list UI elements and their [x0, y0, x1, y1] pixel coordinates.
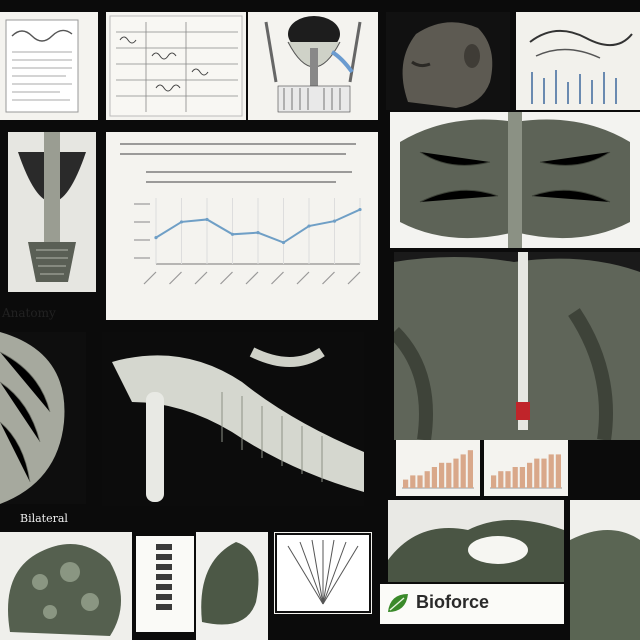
bar: [527, 462, 533, 488]
x-tick-mark: [194, 271, 208, 285]
data-point: [256, 231, 260, 235]
panel-organ-lobe: [196, 532, 268, 640]
panel-tissue-corner: [570, 500, 640, 640]
leaf-icon: [388, 594, 408, 612]
data-point: [154, 236, 158, 240]
x-tick-mark: [220, 271, 233, 285]
muscle-texture-illustration: [0, 332, 86, 504]
x-tick-mark: [322, 271, 335, 285]
bar: [417, 475, 423, 488]
data-point: [332, 219, 337, 223]
panel-paper-document: [0, 12, 98, 120]
data-point: [358, 207, 362, 212]
data-point: [307, 224, 311, 228]
text-lines-header: [120, 143, 356, 183]
data-point: [179, 220, 184, 224]
bar: [534, 458, 540, 488]
panel-bone-sketch: [516, 12, 640, 110]
neck-muscle-illustration: [394, 252, 640, 440]
bar: [446, 462, 452, 488]
panel-coral-tissue: [0, 532, 132, 640]
data-point: [281, 240, 286, 245]
skull-anatomy-illustration: [264, 16, 362, 113]
data-point: [205, 217, 209, 222]
bone-sketch-illustration: [516, 12, 640, 110]
nerve-structure-illustration: [102, 332, 364, 506]
x-tick-mark: [169, 271, 182, 285]
bar-chart-1-svg: [402, 450, 474, 489]
bar: [491, 475, 497, 488]
line-chart: [106, 190, 378, 320]
brand-caption: Bioforce: [416, 592, 490, 612]
vertebra-stack-illustration: [136, 536, 194, 632]
panel-muscle-texture: [0, 332, 86, 504]
bar: [410, 475, 416, 488]
bar: [519, 467, 525, 488]
x-tick-mark: [347, 271, 361, 285]
bottom-caption: Bilateral: [20, 512, 68, 525]
panel-brand-caption: Bioforce: [380, 584, 564, 624]
spine-column-illustration: [8, 132, 96, 292]
head-profile-illustration: [386, 12, 510, 110]
panel-bar-chart-2: [484, 440, 568, 496]
panel-feather-fan: [274, 532, 372, 614]
bar: [460, 454, 466, 488]
panel-handwritten-table: [106, 12, 246, 120]
panel-skull-anatomy: [248, 12, 378, 120]
x-tick-mark: [271, 271, 284, 285]
line-chart-svg: [134, 198, 362, 285]
bone-joint-illustration: [388, 500, 564, 582]
left-caption: Anatomy: [2, 306, 56, 320]
bar: [505, 471, 511, 488]
bar-chart-2-svg: [490, 454, 562, 489]
panel-bone-joint: [388, 500, 564, 582]
bar: [548, 454, 554, 488]
x-tick-mark: [296, 271, 310, 285]
organ-lobe-illustration: [196, 532, 268, 640]
panel-nerve-structure: [102, 332, 364, 506]
bar: [541, 458, 547, 488]
panel-spine-column: [8, 132, 96, 292]
feather-fan-illustration: [275, 533, 371, 613]
bar: [439, 462, 445, 488]
bar: [512, 467, 518, 488]
bar: [555, 454, 561, 488]
bar: [453, 458, 459, 488]
bar: [424, 471, 430, 488]
bar: [498, 471, 504, 488]
document-sketch-illustration: [5, 19, 79, 113]
data-point: [230, 232, 235, 236]
panel-neck-muscle: [394, 252, 640, 440]
x-tick-mark: [143, 271, 157, 285]
torso-3d-illustration: [390, 112, 640, 248]
tissue-corner-illustration: [570, 500, 640, 640]
panel-bar-chart-1: [396, 440, 480, 496]
panel-torso-3d: [390, 112, 640, 248]
bar: [467, 450, 473, 488]
panel-vertebra-stack: [136, 536, 194, 632]
x-tick-mark: [245, 271, 259, 285]
bar: [403, 479, 409, 488]
panel-line-chart: [106, 132, 378, 320]
coral-tissue-illustration: [0, 532, 132, 640]
bar: [431, 467, 437, 488]
handwritten-table-illustration: [109, 15, 243, 117]
panel-head-profile: [386, 12, 510, 110]
